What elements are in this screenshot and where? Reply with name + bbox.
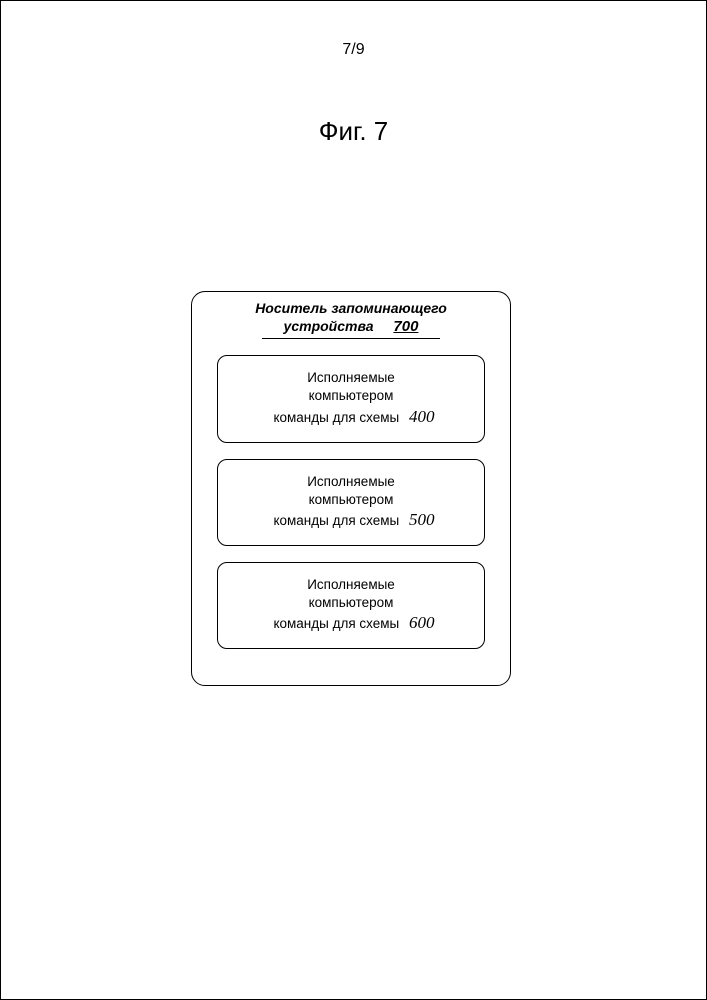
commands-line3: команды для схемы (273, 410, 399, 425)
storage-medium-label-line1: Носитель запоминающего (192, 300, 510, 318)
commands-ref-400: 400 (409, 407, 435, 426)
page-number: 7/9 (1, 41, 706, 59)
commands-line3: команды для схемы (273, 513, 399, 528)
figure-title: Фиг. 7 (1, 116, 706, 147)
commands-ref-500: 500 (409, 510, 435, 529)
commands-ref-600: 600 (409, 613, 435, 632)
storage-medium-box: Носитель запоминающего устройства 700 Ис… (191, 291, 511, 686)
commands-line3-wrap: команды для схемы 500 (226, 509, 476, 532)
commands-line2: компьютером (226, 491, 476, 509)
commands-line3-wrap: команды для схемы 400 (226, 406, 476, 429)
storage-medium-ref: 700 (393, 318, 418, 337)
commands-line1: Исполняемые (226, 576, 476, 594)
commands-line2: компьютером (226, 387, 476, 405)
storage-medium-label-line2-wrap: устройства 700 (192, 318, 510, 340)
commands-box-500: Исполняемые компьютером команды для схем… (217, 459, 485, 546)
commands-line3-wrap: команды для схемы 600 (226, 612, 476, 635)
page: 7/9 Фиг. 7 Носитель запоминающего устрой… (0, 0, 707, 1000)
commands-line2: компьютером (226, 594, 476, 612)
storage-medium-label-line2-text: устройства (284, 318, 374, 334)
commands-box-600: Исполняемые компьютером команды для схем… (217, 562, 485, 649)
commands-line1: Исполняемые (226, 369, 476, 387)
commands-line3: команды для схемы (273, 616, 399, 631)
commands-line1: Исполняемые (226, 473, 476, 491)
storage-medium-label-line2: устройства 700 (262, 318, 441, 340)
storage-medium-label: Носитель запоминающего устройства 700 (192, 300, 510, 339)
commands-box-400: Исполняемые компьютером команды для схем… (217, 355, 485, 442)
